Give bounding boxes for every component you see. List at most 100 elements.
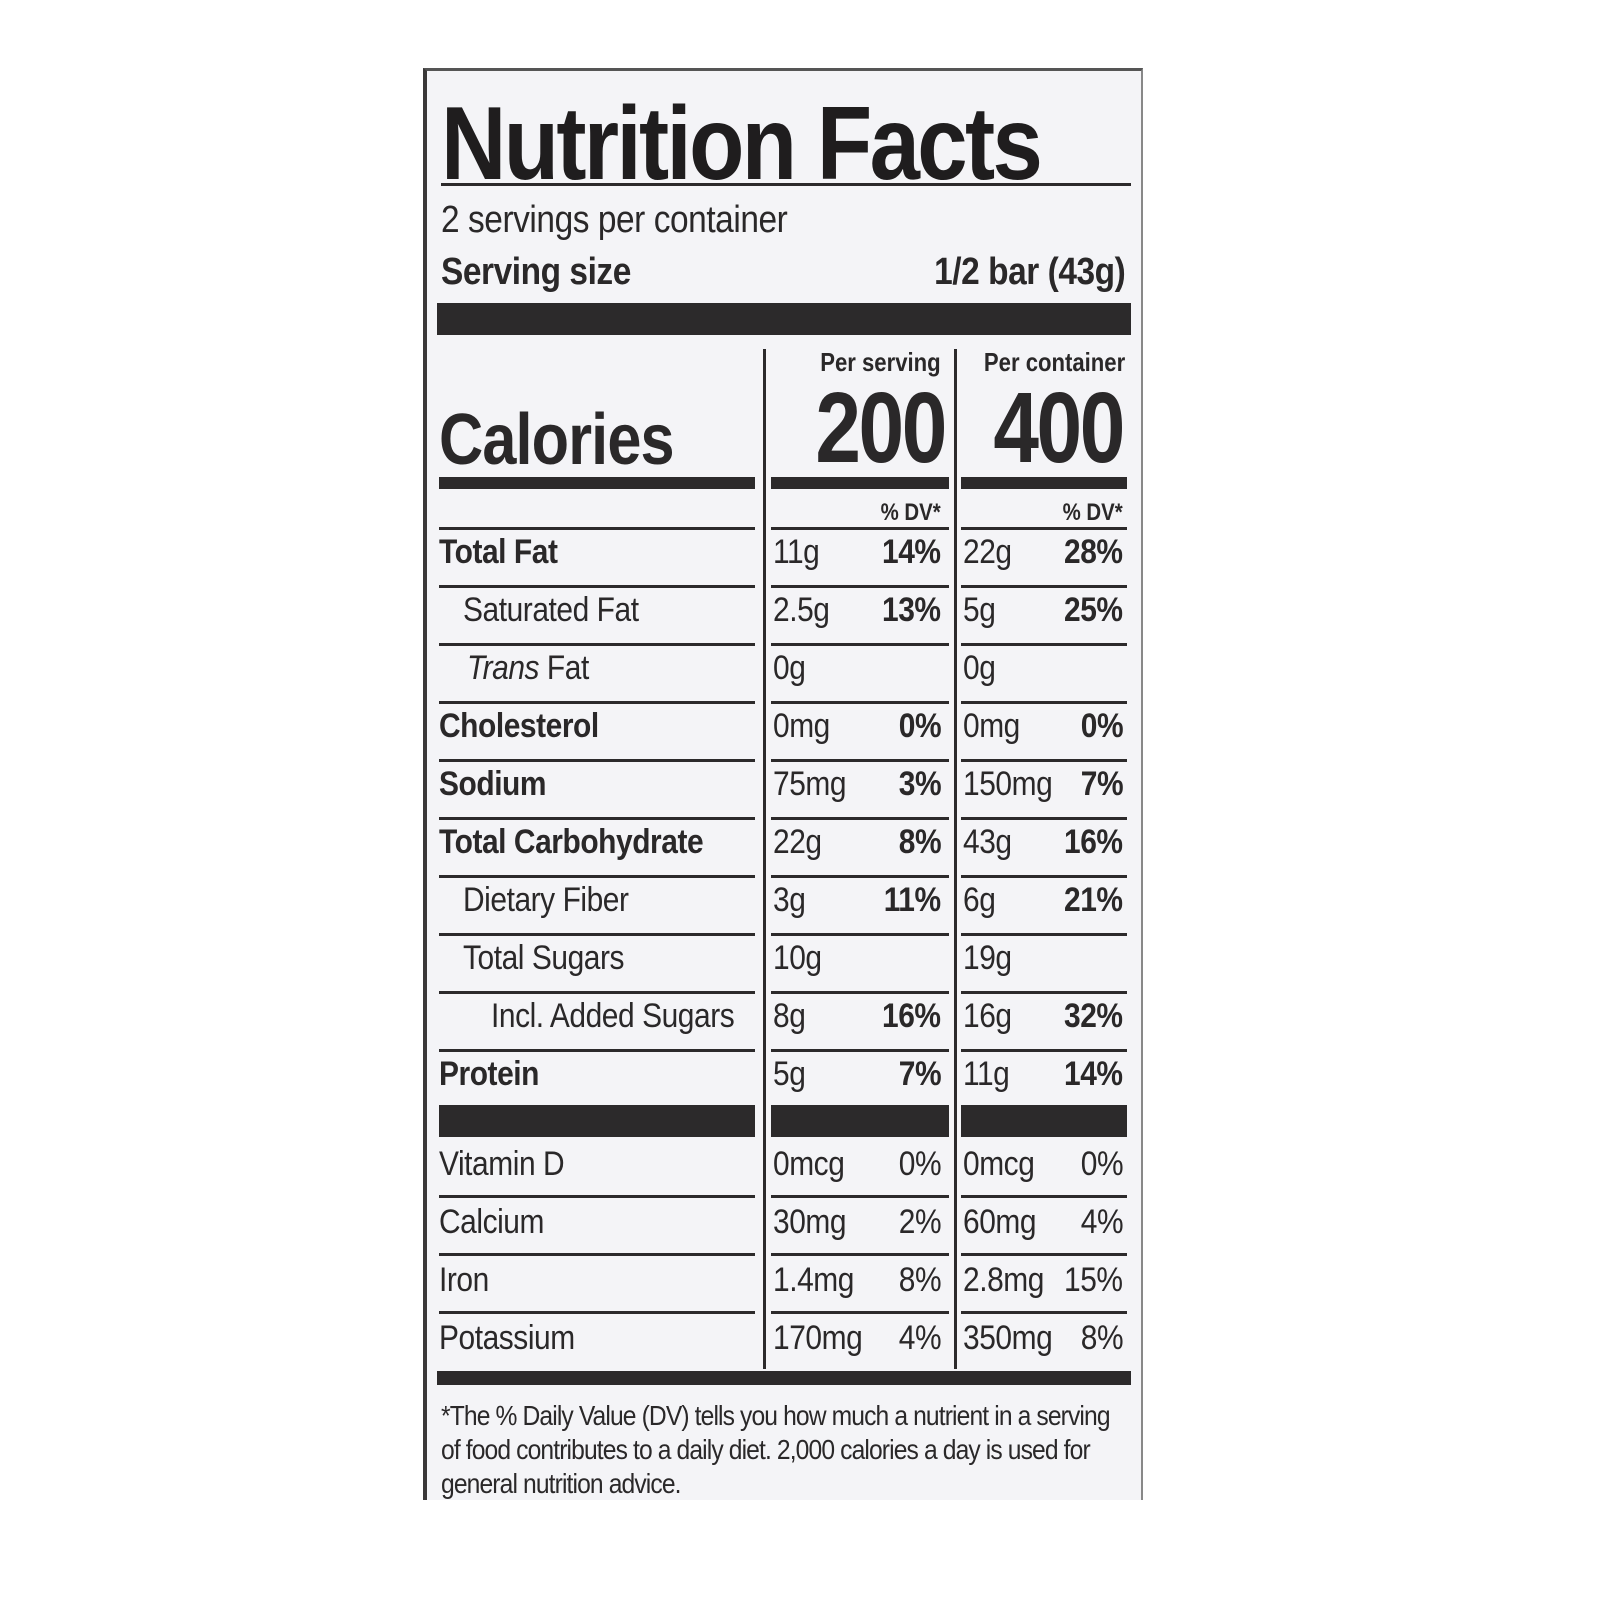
nutrient-name: Dietary Fiber — [463, 881, 629, 919]
row-divider — [439, 1049, 755, 1052]
serving-dv: 14% — [882, 533, 941, 571]
dv-header-serving: % DV* — [880, 499, 941, 526]
serving-amount: 2.5g — [773, 591, 830, 629]
column-divider-container — [954, 349, 957, 1369]
row-divider — [439, 991, 755, 994]
row-divider — [771, 1311, 949, 1314]
serving-amount: 3g — [773, 881, 806, 919]
nutrient-name: Incl. Added Sugars — [491, 997, 735, 1035]
row-divider — [961, 875, 1127, 878]
row-divider — [961, 759, 1127, 762]
nutrient-name: Total Sugars — [463, 939, 625, 977]
daily-value-footnote: *The % Daily Value (DV) tells you how mu… — [441, 1400, 1111, 1499]
row-divider — [961, 643, 1127, 646]
row-divider — [771, 701, 949, 704]
nutrient-name: Total Carbohydrate — [439, 823, 704, 861]
row-divider — [771, 527, 949, 530]
calories-divider — [771, 477, 949, 489]
row-divider — [439, 1195, 755, 1198]
serving-amount: 11g — [773, 533, 820, 571]
serving-dv: 16% — [882, 997, 941, 1035]
serving-dv: 8% — [898, 1261, 942, 1299]
container-dv: 4% — [1080, 1203, 1124, 1241]
serving-dv: 0% — [898, 707, 942, 745]
container-amount: 350mg — [963, 1319, 1053, 1357]
row-divider — [771, 933, 949, 936]
row-divider — [439, 643, 755, 646]
nutrition-facts-label: Nutrition Facts 2 servings per container… — [423, 68, 1143, 1500]
row-divider — [961, 1311, 1127, 1314]
serving-amount: 5g — [773, 1055, 806, 1093]
serving-amount: 22g — [773, 823, 822, 861]
serving-dv: 13% — [882, 591, 941, 629]
label-title: Nutrition Facts — [441, 86, 1043, 202]
serving-amount: 8g — [773, 997, 806, 1035]
row-divider — [771, 1195, 949, 1198]
serving-dv: 11% — [884, 881, 941, 919]
container-dv: 15% — [1064, 1261, 1123, 1299]
column-divider-serving — [763, 349, 766, 1369]
row-divider — [961, 1049, 1127, 1052]
nutrient-name-italic: Trans — [467, 649, 540, 687]
nutrient-name: Cholesterol — [439, 707, 599, 745]
thick-divider — [771, 1105, 949, 1137]
nutrient-name: Saturated Fat — [463, 591, 639, 629]
container-amount: 0mcg — [963, 1145, 1035, 1183]
row-divider — [771, 875, 949, 878]
serving-dv: 0% — [898, 1145, 942, 1183]
serving-amount: 30mg — [773, 1203, 847, 1241]
row-divider — [439, 701, 755, 704]
container-amount: 16g — [963, 997, 1012, 1035]
serving-dv: 3% — [898, 765, 942, 803]
row-divider — [439, 1253, 755, 1256]
container-dv: 7% — [1080, 765, 1124, 803]
servings-per-container: 2 servings per container — [441, 199, 788, 241]
row-divider — [961, 585, 1127, 588]
container-amount: 150mg — [963, 765, 1053, 803]
row-divider — [439, 1311, 755, 1314]
row-divider — [771, 643, 949, 646]
container-dv: 8% — [1080, 1319, 1124, 1357]
container-dv: 21% — [1064, 881, 1123, 919]
nutrient-name: Sodium — [439, 765, 547, 803]
thick-divider — [437, 303, 1131, 335]
container-amount: 6g — [963, 881, 996, 919]
row-divider — [961, 1253, 1127, 1256]
row-divider — [439, 585, 755, 588]
row-divider — [961, 1195, 1127, 1198]
nutrient-name: Total Fat — [439, 533, 558, 571]
per-container-header: Per container — [983, 347, 1125, 377]
serving-amount: 1.4mg — [773, 1261, 854, 1299]
serving-amount: 170mg — [773, 1319, 863, 1357]
container-amount: 11g — [963, 1055, 1010, 1093]
serving-amount: 75mg — [773, 765, 847, 803]
thick-divider — [961, 1105, 1127, 1137]
row-divider — [771, 991, 949, 994]
container-amount: 43g — [963, 823, 1012, 861]
serving-dv: 7% — [898, 1055, 942, 1093]
nutrient-name: Trans Fat — [467, 649, 589, 688]
row-divider — [439, 933, 755, 936]
row-divider — [961, 701, 1127, 704]
row-divider — [771, 759, 949, 762]
container-amount: 19g — [963, 939, 1012, 977]
serving-amount: 10g — [773, 939, 822, 977]
row-divider — [771, 817, 949, 820]
nutrient-name-rest: Fat — [539, 649, 589, 687]
container-amount: 0g — [963, 649, 996, 687]
serving-amount: 0g — [773, 649, 806, 687]
serving-dv: 8% — [898, 823, 942, 861]
row-divider — [771, 1049, 949, 1052]
row-divider — [961, 991, 1127, 994]
nutrient-name: Calcium — [439, 1203, 544, 1241]
row-divider — [439, 527, 755, 530]
row-divider — [961, 817, 1127, 820]
row-divider — [961, 527, 1127, 530]
container-amount: 2.8mg — [963, 1261, 1044, 1299]
row-divider — [439, 817, 755, 820]
container-dv: 16% — [1064, 823, 1123, 861]
nutrient-name: Iron — [439, 1261, 489, 1299]
serving-size-label: Serving size — [441, 251, 631, 293]
container-dv: 32% — [1064, 997, 1123, 1035]
row-divider — [961, 933, 1127, 936]
